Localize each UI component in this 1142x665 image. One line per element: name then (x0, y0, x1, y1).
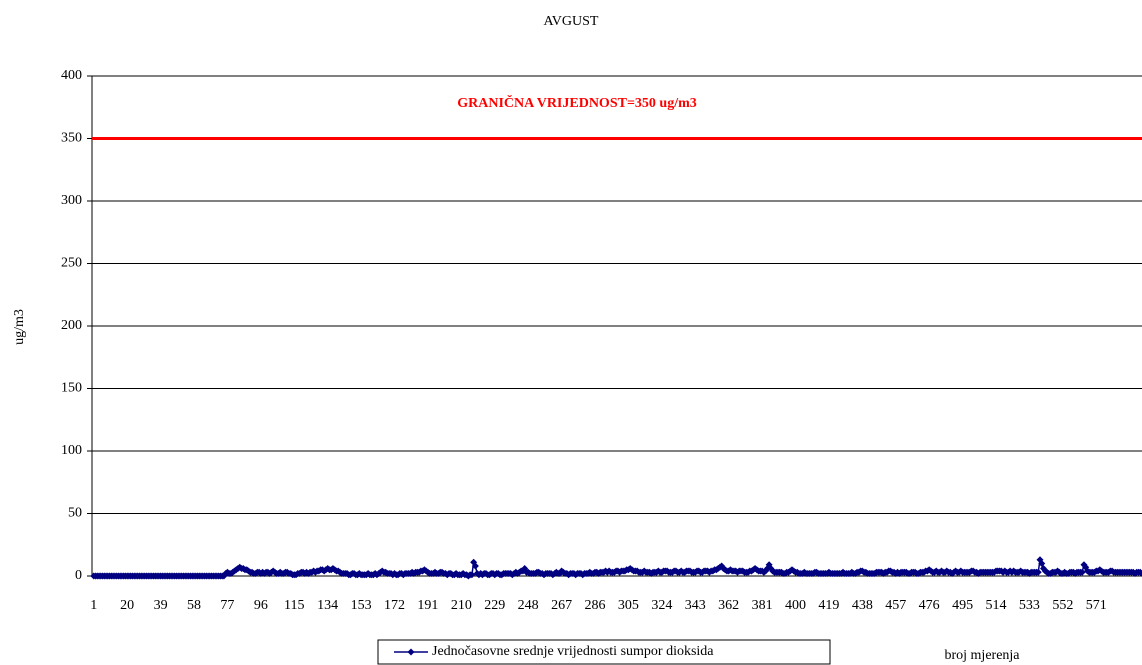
chart-title: AVGUST (544, 14, 599, 29)
x-tick-label: 571 (1086, 598, 1107, 613)
x-tick-label: 191 (417, 598, 438, 613)
x-tick-label: 1 (90, 598, 97, 613)
x-tick-label: 324 (651, 598, 672, 613)
x-tick-label: 248 (518, 598, 539, 613)
x-tick-label: 419 (818, 598, 839, 613)
x-tick-label: 58 (187, 598, 201, 613)
x-tick-label: 20 (120, 598, 134, 613)
x-tick-label: 77 (220, 598, 234, 613)
x-tick-label: 552 (1052, 598, 1073, 613)
point-marker (1138, 570, 1142, 577)
x-tick-label: 400 (785, 598, 806, 613)
x-tick-label: 210 (451, 598, 472, 613)
point-marker (1078, 568, 1086, 576)
legend-label: Jednočasovne srednje vrijednosti sumpor … (432, 644, 714, 659)
legend-marker (407, 648, 415, 656)
y-tick-label: 350 (61, 131, 82, 146)
y-tick-label: 250 (61, 256, 82, 271)
x-tick-label: 457 (885, 598, 906, 613)
x-tick-label: 343 (685, 598, 706, 613)
x-tick-label: 305 (618, 598, 639, 613)
x-tick-label: 438 (852, 598, 873, 613)
x-tick-label: 381 (752, 598, 773, 613)
x-tick-label: 267 (551, 598, 572, 613)
threshold-label: GRANIČNA VRIJEDNOST=350 ug/m3 (457, 94, 697, 111)
point-marker (468, 571, 476, 579)
x-tick-label: 134 (317, 598, 338, 613)
y-tick-label: 50 (68, 506, 82, 521)
x-tick-label: 286 (585, 598, 606, 613)
y-tick-label: 200 (61, 318, 82, 333)
y-axis-label: ug/m3 (12, 309, 27, 345)
x-tick-label: 172 (384, 598, 405, 613)
x-tick-label: 153 (351, 598, 372, 613)
point-marker (471, 562, 479, 570)
x-tick-label: 96 (254, 598, 268, 613)
y-tick-label: 400 (61, 68, 82, 83)
x-tick-label: 115 (284, 598, 304, 613)
legend-box (377, 639, 831, 665)
x-tick-label: 476 (919, 598, 940, 613)
y-tick-label: 150 (61, 381, 82, 396)
x-tick-label: 362 (718, 598, 739, 613)
x-tick-label: 39 (154, 598, 168, 613)
x-tick-label: 514 (986, 598, 1007, 613)
x-tick-label: 533 (1019, 598, 1040, 613)
x-axis-label: broj mjerenja (944, 648, 1020, 663)
point-marker (1034, 568, 1042, 576)
x-tick-label: 495 (952, 598, 973, 613)
y-tick-label: 0 (75, 568, 82, 583)
y-tick-label: 100 (61, 443, 82, 458)
x-tick-label: 229 (484, 598, 505, 613)
y-tick-label: 300 (61, 193, 82, 208)
